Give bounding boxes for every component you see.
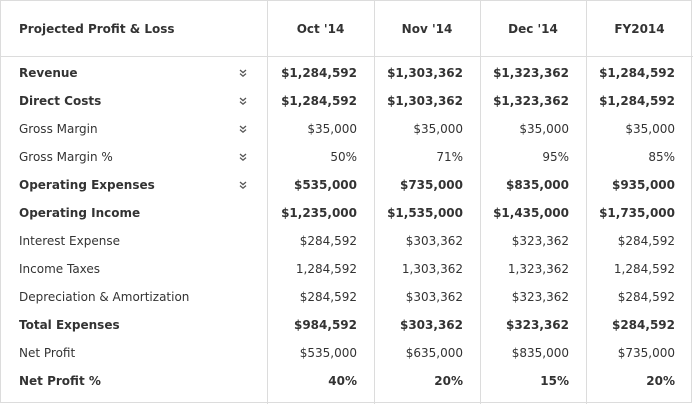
cell-value: $303,362 (405, 234, 463, 248)
table-row: Income Taxes 1,284,592 1,303,362 1,323,362 1… (1, 255, 693, 283)
cell-value: $1,303,362 (387, 66, 463, 80)
cell-value: $835,000 (505, 178, 569, 192)
cell-value: 71% (436, 150, 463, 164)
expand-row-icon[interactable] (236, 59, 250, 87)
cell-value: 20% (646, 374, 675, 388)
cell-value: $535,000 (299, 346, 357, 360)
row-label: Depreciation & Amortization (19, 290, 190, 304)
table-row: Total Expenses $984,592 $303,362 $323,362 $2… (1, 311, 693, 339)
cell-value: $935,000 (611, 178, 675, 192)
cell-value: $1,323,362 (493, 66, 569, 80)
cell-value: $323,362 (511, 234, 569, 248)
row-label: Operating Expenses (19, 178, 155, 192)
column-divider (586, 1, 587, 404)
table-row: Operating Income $1,235,000 $1,535,000 $1,4… (1, 199, 693, 227)
header-divider (1, 56, 693, 57)
cell-value: $735,000 (399, 178, 463, 192)
cell-value: 50% (330, 150, 357, 164)
expand-row-icon[interactable] (236, 115, 250, 143)
cell-value: $1,735,000 (599, 206, 675, 220)
cell-value: $1,284,592 (599, 94, 675, 108)
expand-row-icon[interactable] (236, 87, 250, 115)
table-row: Operating Expenses $535,000 $735,000 $835,0… (1, 171, 693, 199)
cell-value: $1,284,592 (281, 94, 357, 108)
row-label: Operating Income (19, 206, 141, 220)
row-label: Net Profit (19, 346, 76, 360)
cell-value: $323,362 (505, 318, 569, 332)
expand-row-icon[interactable] (236, 171, 250, 199)
table-row: Interest Expense $284,592 $303,362 $323,362… (1, 227, 693, 255)
table-row: Gross Margin $35,000 $35,000 $35,000 $35,000 (1, 115, 693, 143)
cell-value: 85% (648, 150, 675, 164)
row-label: Income Taxes (19, 262, 101, 276)
cell-value: $1,284,592 (281, 66, 357, 80)
cell-value: 40% (328, 374, 357, 388)
cell-value: $835,000 (511, 346, 569, 360)
cell-value: 95% (542, 150, 569, 164)
cell-value: $284,592 (617, 234, 675, 248)
cell-value: $35,000 (307, 122, 357, 136)
cell-value: $284,592 (611, 318, 675, 332)
cell-value: $1,284,592 (599, 66, 675, 80)
cell-value: 1,284,592 (613, 262, 675, 276)
cell-value: $1,435,000 (493, 206, 569, 220)
row-label: Revenue (19, 66, 78, 80)
column-divider (480, 1, 481, 404)
row-label: Total Expenses (19, 318, 120, 332)
table-row: Direct Costs $1,284,592 $1,303,362 $1,323,3… (1, 87, 693, 115)
cell-value: $284,592 (299, 234, 357, 248)
row-label: Gross Margin % (19, 150, 113, 164)
cell-value: $35,000 (519, 122, 569, 136)
column-header-nov: Nov '14 (401, 21, 453, 36)
cell-value: $303,362 (405, 290, 463, 304)
row-label: Interest Expense (19, 234, 120, 248)
cell-value: $984,592 (293, 318, 357, 332)
cell-value: $735,000 (617, 346, 675, 360)
column-header-fy2014: FY2014 (614, 21, 665, 36)
row-label: Gross Margin (19, 122, 98, 136)
cell-value: $323,362 (511, 290, 569, 304)
table-title: Projected Profit & Loss (19, 21, 175, 36)
cell-value: 1,284,592 (295, 262, 357, 276)
row-label: Net Profit % (19, 374, 101, 388)
table-row: Gross Margin % 50% 71% 95% 85% (1, 143, 693, 171)
cell-value: $284,592 (617, 290, 675, 304)
table-row: Revenue $1,284,592 $1,303,362 $1,323,362 $1,… (1, 59, 693, 87)
column-header-oct: Oct '14 (296, 21, 345, 36)
cell-value: 1,303,362 (401, 262, 463, 276)
column-divider (267, 1, 268, 404)
cell-value: $1,323,362 (493, 94, 569, 108)
cell-value: $1,303,362 (387, 94, 463, 108)
cell-value: 15% (540, 374, 569, 388)
row-label: Direct Costs (19, 94, 102, 108)
expand-row-icon[interactable] (236, 143, 250, 171)
column-divider (374, 1, 375, 404)
table-row: Net Profit % 40% 20% 15% 20% (1, 367, 693, 395)
cell-value: $284,592 (299, 290, 357, 304)
cell-value: $1,535,000 (387, 206, 463, 220)
cell-value: $635,000 (405, 346, 463, 360)
cell-value: $535,000 (293, 178, 357, 192)
cell-value: $35,000 (413, 122, 463, 136)
table-row: Net Profit $535,000 $635,000 $835,000 $735,0… (1, 339, 693, 367)
cell-value: $303,362 (399, 318, 463, 332)
column-header-dec: Dec '14 (508, 21, 558, 36)
cell-value: $35,000 (625, 122, 675, 136)
table-row: Depreciation & Amortization $284,592 $303,… (1, 283, 693, 311)
cell-value: 20% (434, 374, 463, 388)
cell-value: 1,323,362 (507, 262, 569, 276)
cell-value: $1,235,000 (281, 206, 357, 220)
